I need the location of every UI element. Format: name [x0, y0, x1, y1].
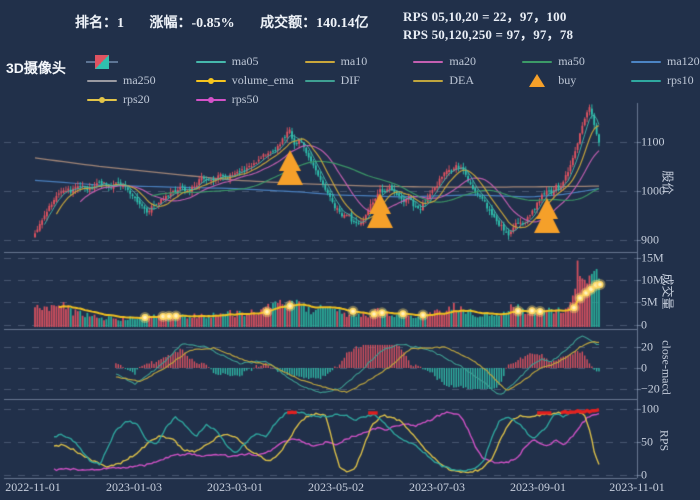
rank-value: 1 — [117, 16, 124, 31]
xtick-2022-11-01: 2022-11-01 — [5, 480, 61, 494]
rank-label: 排名： — [75, 16, 117, 31]
axis-name-rps: RPS — [657, 429, 672, 452]
legend-label-rps10: rps10 — [667, 73, 694, 87]
ma250-swatch-icon — [85, 79, 119, 82]
xtick-2023-11-01: 2023-11-01 — [609, 480, 665, 494]
xtick-2023-09-01: 2023-09-01 — [510, 480, 566, 494]
legend-label-DIF: DIF — [340, 73, 360, 87]
legend-item-DIF: DIF — [303, 73, 360, 88]
ytick-price-1100: 1100 — [641, 134, 665, 149]
xtick-2023-05-02: 2023-05-02 — [308, 480, 364, 494]
rps20-swatch-icon — [85, 96, 119, 103]
candles-swatch-icon — [85, 54, 119, 69]
legend-label-ma05: ma05 — [231, 54, 259, 68]
ytick-volume-0: 0 — [641, 317, 647, 332]
legend-label-DEA: DEA — [449, 73, 475, 87]
legend-label-buy: buy — [558, 73, 577, 87]
ytick-macd-20: 20 — [641, 339, 653, 354]
ma05-swatch-icon — [194, 60, 228, 63]
legend-label-ma250: ma250 — [123, 73, 156, 87]
rps50-swatch-icon — [194, 96, 228, 103]
legend-label-ma10: ma10 — [340, 54, 368, 68]
legend-item-rps50: rps50 — [194, 92, 259, 107]
ytick-rps-50: 50 — [641, 434, 653, 449]
legend-item-ma250: ma250 — [85, 73, 156, 88]
change-label: 涨幅： — [149, 16, 192, 31]
legend-item-rps20: rps20 — [85, 92, 150, 107]
legend-item-ma120: ma120 — [629, 54, 700, 69]
ma50-swatch-icon — [520, 60, 554, 63]
ytick-price-1000: 1000 — [641, 183, 665, 198]
ytick-volume-10M: 10M — [641, 272, 664, 287]
legend-item-ma10: ma10 — [303, 54, 368, 69]
ytick-macd-0: 0 — [641, 360, 647, 375]
change-value: -0.85% — [191, 16, 235, 31]
axis-name-volume: 成交量 — [660, 273, 675, 310]
ma120-swatch-icon — [629, 60, 663, 63]
ytick-price-900: 900 — [641, 232, 659, 247]
xtick-2023-07-03: 2023-07-03 — [409, 480, 465, 494]
ytick-volume-15M: 15M — [641, 250, 664, 265]
legend-label-rps50: rps50 — [231, 92, 259, 106]
header-stats: 排名：1 涨幅：-0.85% 成交额：140.14亿 — [75, 12, 391, 32]
ma20-swatch-icon — [411, 60, 445, 63]
ytick-rps-0: 0 — [641, 467, 647, 482]
legend-label-ma50: ma50 — [558, 54, 585, 68]
legend-item-candles — [85, 54, 123, 69]
legend-item-volume_ema: volume_ema — [194, 73, 294, 88]
ytick-volume-5M: 5M — [641, 294, 658, 309]
axis-name-macd: close-macd — [659, 340, 674, 395]
rps-summary-line1: RPS 05,10,20 = 22，97，100 — [403, 9, 567, 24]
rps-summary-line2: RPS 50,120,250 = 97，97，78 — [403, 27, 574, 42]
legend-label-ma120: ma120 — [667, 54, 700, 68]
chart-title: 3D摄像头 — [6, 60, 66, 76]
legend-item-ma50: ma50 — [520, 54, 585, 69]
DEA-swatch-icon — [411, 79, 445, 82]
legend-item-ma20: ma20 — [411, 54, 476, 69]
axis-name-price: 股价 — [660, 170, 675, 195]
legend-label-rps20: rps20 — [123, 92, 150, 106]
ytick-rps-100: 100 — [641, 401, 659, 416]
turnover-label: 成交额： — [260, 16, 317, 31]
legend-label-volume_ema: volume_ema — [231, 73, 294, 87]
legend-item-ma05: ma05 — [194, 54, 259, 69]
legend-item-rps10: rps10 — [629, 73, 694, 88]
DIF-swatch-icon — [303, 79, 337, 82]
legend-item-buy: buy — [520, 73, 576, 88]
xtick-2023-01-03: 2023-01-03 — [106, 480, 162, 494]
ma10-swatch-icon — [303, 60, 337, 63]
buy-swatch-icon — [520, 74, 554, 87]
legend-label-ma20: ma20 — [449, 54, 477, 68]
legend-item-DEA: DEA — [411, 73, 474, 88]
ytick-macd-−20: −20 — [641, 381, 660, 396]
rps10-swatch-icon — [629, 79, 663, 82]
volume_ema-swatch-icon — [194, 77, 228, 84]
turnover-value: 140.14亿 — [316, 16, 369, 31]
xtick-2023-03-01: 2023-03-01 — [207, 480, 263, 494]
